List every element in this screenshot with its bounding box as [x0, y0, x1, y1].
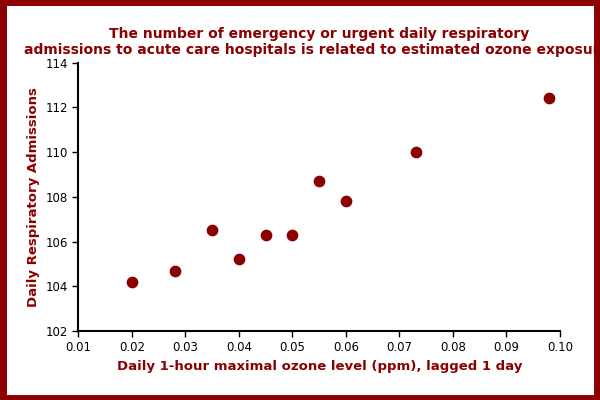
X-axis label: Daily 1-hour maximal ozone level (ppm), lagged 1 day: Daily 1-hour maximal ozone level (ppm), … [116, 360, 522, 373]
Title: The number of emergency or urgent daily respiratory
admissions to acute care hos: The number of emergency or urgent daily … [24, 27, 600, 57]
Point [261, 232, 271, 238]
Point [411, 149, 421, 155]
Point [544, 95, 554, 102]
Point [287, 232, 297, 238]
Point [314, 178, 324, 184]
Point [170, 268, 179, 274]
Point [208, 227, 217, 234]
Point [127, 279, 137, 285]
Point [341, 198, 351, 204]
Y-axis label: Daily Respiratory Admissions: Daily Respiratory Admissions [27, 87, 40, 307]
Point [234, 256, 244, 263]
